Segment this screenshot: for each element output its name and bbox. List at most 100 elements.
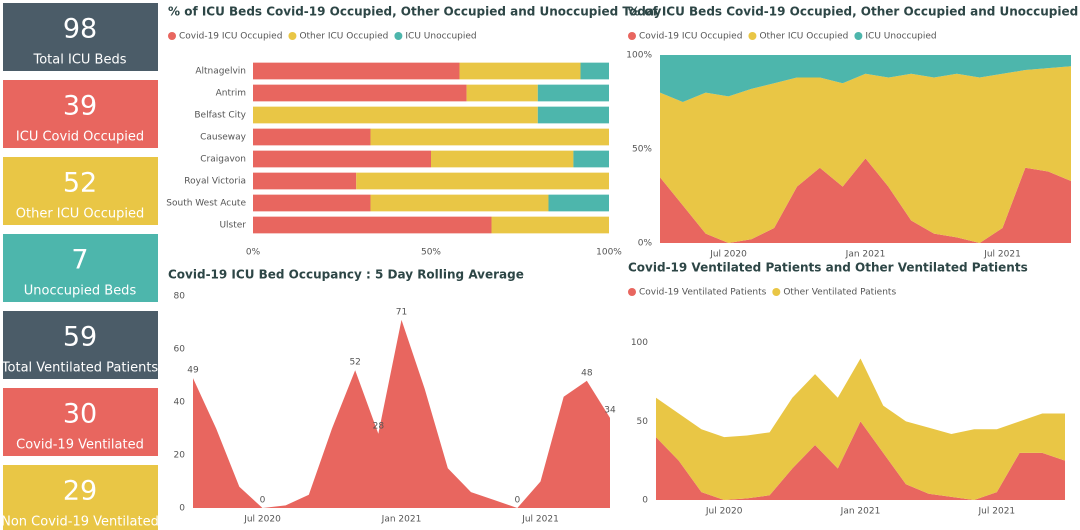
y-tick-label: Causeway [200,133,247,143]
kpi-label: Unoccupied Beds [24,284,137,299]
kpi-label: Total ICU Beds [33,53,127,68]
legend-swatch [288,32,297,40]
bar-segment [253,194,371,212]
kpi-card [3,80,158,148]
kpi-label: ICU Covid Occupied [16,130,144,145]
y-tick-label: 60 [174,345,186,355]
kpi-card [3,3,158,71]
bar-segment [537,106,609,124]
area [660,66,1071,243]
bar-segment [253,62,460,80]
kpi-value: 98 [63,14,97,45]
legend-label: Covid-19 Ventilated Patients [639,288,767,298]
chart-title: % of ICU Beds Covid-19 Occupied, Other O… [628,5,1078,19]
legend-swatch [772,288,781,296]
kpi-card [3,234,158,302]
bar-segment [253,216,492,234]
kpi-card [3,388,158,456]
area [660,158,1071,243]
bar-segment [466,84,538,102]
y-tick-label: 0 [179,504,185,514]
chart-title: Covid-19 ICU Bed Occupancy : 5 Day Rolli… [168,268,524,282]
legend-label: Covid-19 ICU Occupied [179,32,282,42]
bar-segment [253,150,431,168]
kpi-label: Other ICU Occupied [16,207,144,222]
x-tick-label: Jul 2020 [243,515,281,525]
area [656,421,1065,500]
y-tick-label: 80 [174,292,186,302]
bar-segment [253,84,467,102]
bar-segment [459,62,581,80]
legend-swatch [168,32,176,40]
legend-swatch [628,32,636,40]
bar-segment [253,128,371,146]
x-tick-label: Jul 2021 [521,515,559,525]
y-tick-label: Craigavon [200,155,246,165]
bar-segment [537,84,609,102]
kpi-card [3,157,158,225]
bar-segment [548,194,609,212]
legend-label: Covid-19 ICU Occupied [639,32,742,42]
legend-label: Other Ventilated Patients [783,288,896,298]
data-label: 34 [604,405,616,415]
kpi-card [3,311,158,379]
y-tick-label: Royal Victoria [184,177,246,187]
y-tick-label: 0 [642,496,648,506]
y-tick-label: Ulster [219,221,246,231]
y-tick-label: 20 [174,451,186,461]
bar-segment [356,172,609,190]
legend-swatch [748,32,757,40]
legend-label: ICU Unoccupied [865,32,936,42]
legend-label: Other ICU Occupied [759,32,848,42]
y-tick-label: 100% [626,51,652,61]
kpi-value: 29 [63,476,97,507]
area [656,358,1065,500]
chart-title: % of ICU Beds Covid-19 Occupied, Other O… [168,5,662,19]
kpi-label: Total Ventilated Patients [1,361,159,376]
bar-segment [580,62,609,80]
x-tick-label: Jul 2021 [978,507,1016,517]
data-label: 0 [260,496,266,506]
y-tick-label: Belfast City [194,111,246,121]
bar-segment [370,128,609,146]
kpi-value: 39 [63,91,97,122]
data-label: 48 [581,368,593,378]
x-tick-label: Jan 2021 [840,507,881,517]
kpi-value: 52 [63,168,97,199]
x-tick-label: 50% [421,248,441,258]
y-tick-label: 50 [637,417,649,427]
data-label: 52 [349,358,360,368]
data-label: 49 [187,366,199,376]
y-tick-label: South West Acute [166,199,246,209]
x-tick-label: 100% [596,248,622,258]
legend-label: ICU Unoccupied [405,32,476,42]
y-tick-label: 40 [174,398,186,408]
y-tick-label: 50% [632,145,652,155]
x-tick-label: Jul 2020 [709,250,747,260]
x-tick-label: Jul 2020 [705,507,743,517]
area [193,319,610,508]
data-label: 0 [514,496,520,506]
bar-segment [253,172,357,190]
kpi-label: Non Covid-19 Ventilated [1,515,159,530]
y-tick-label: Antrim [216,89,246,99]
legend-label: Other ICU Occupied [299,32,388,42]
chart-title: Covid-19 Ventilated Patients and Other V… [628,261,1028,275]
legend-swatch [394,32,403,40]
x-tick-label: Jul 2021 [983,250,1021,260]
x-tick-label: 0% [246,248,261,258]
data-label: 28 [373,421,385,431]
bar-segment [573,150,609,168]
data-label: 71 [396,307,407,317]
x-tick-label: Jan 2021 [845,250,886,260]
kpi-value: 7 [71,245,88,276]
kpi-value: 30 [63,399,97,430]
bar-segment [253,106,538,124]
bar-segment [370,194,549,212]
bar-segment [491,216,609,234]
y-tick-label: 0% [638,239,653,249]
y-tick-label: Altnagelvin [195,67,246,77]
kpi-value: 59 [63,322,97,353]
